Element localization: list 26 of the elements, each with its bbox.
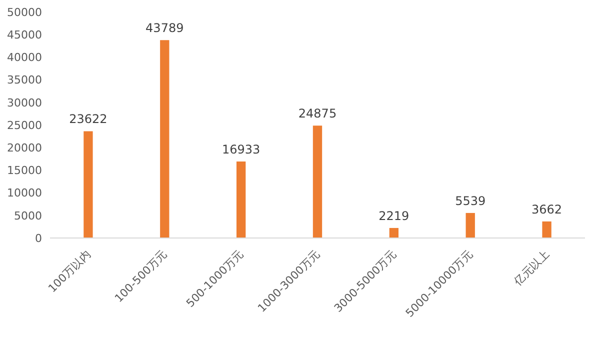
data-label: 23622 — [69, 112, 108, 126]
y-tick-label: 50000 — [7, 6, 42, 19]
y-tick-label: 30000 — [7, 96, 42, 110]
data-label: 43789 — [146, 21, 184, 36]
bar — [389, 228, 399, 238]
data-label: 24875 — [298, 106, 337, 121]
y-tick-label: 0 — [35, 232, 42, 245]
y-tick-label: 5000 — [14, 209, 42, 222]
x-tick-label: 亿元以上 — [510, 248, 552, 289]
y-tick-label: 40000 — [7, 51, 42, 64]
bar — [160, 40, 170, 238]
bar — [236, 161, 246, 238]
y-tick-label: 35000 — [7, 74, 42, 87]
bar — [312, 126, 322, 238]
y-tick-label: 15000 — [7, 164, 42, 178]
y-tick-label: 25000 — [7, 118, 42, 132]
y-tick-label: 45000 — [7, 28, 42, 42]
data-label: 3662 — [532, 202, 562, 216]
bar — [84, 131, 93, 238]
data-label: 5539 — [455, 194, 486, 208]
data-label: 16933 — [222, 142, 260, 156]
y-tick-label: 20000 — [7, 142, 42, 155]
y-tick-label: 10000 — [7, 186, 42, 200]
bar — [542, 221, 552, 238]
bar — [466, 212, 475, 238]
data-label: 2219 — [378, 208, 410, 223]
